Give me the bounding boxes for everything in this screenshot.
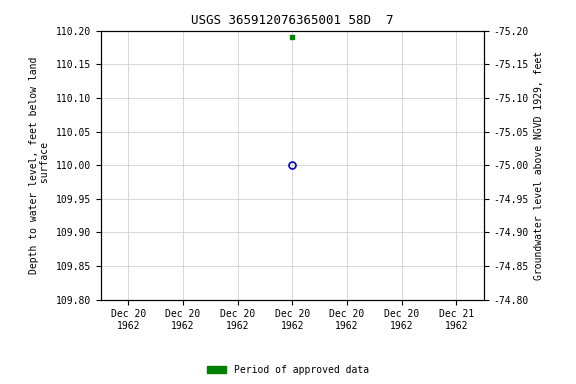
- Y-axis label: Groundwater level above NGVD 1929, feet: Groundwater level above NGVD 1929, feet: [535, 51, 544, 280]
- Legend: Period of approved data: Period of approved data: [203, 361, 373, 379]
- Y-axis label: Depth to water level, feet below land
 surface: Depth to water level, feet below land su…: [29, 56, 50, 274]
- Title: USGS 365912076365001 58D  7: USGS 365912076365001 58D 7: [191, 14, 393, 27]
